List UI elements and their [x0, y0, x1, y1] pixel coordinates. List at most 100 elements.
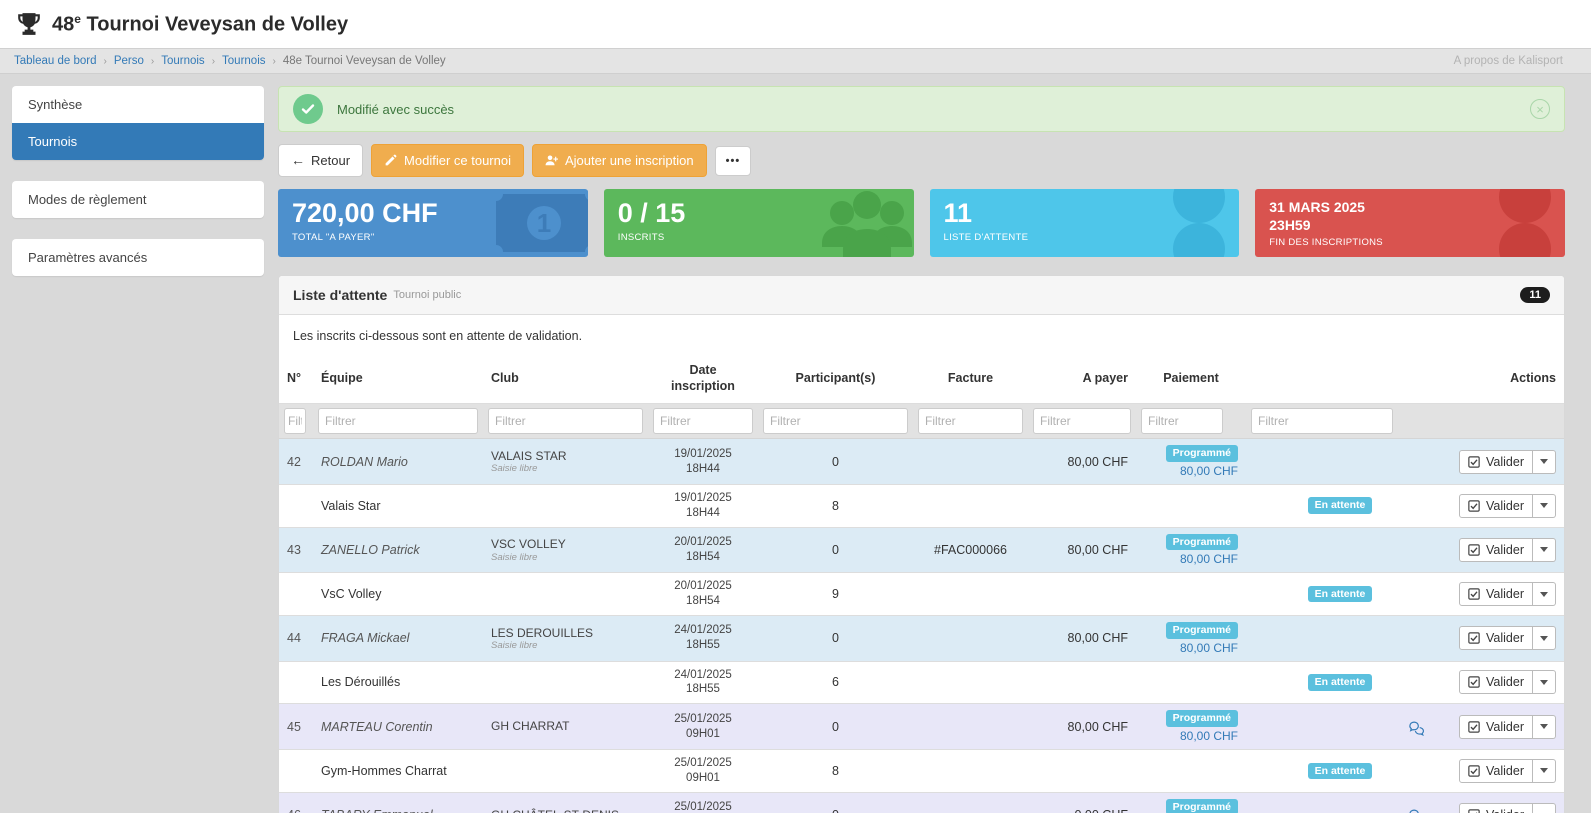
row-number: 46 [279, 792, 313, 813]
panel-info-text: Les inscrits ci-dessous sont en attente … [293, 329, 583, 343]
row-number: 43 [287, 542, 301, 557]
club-name: GH CHÂTEL-ST-DENIS [491, 808, 640, 813]
payment-amount: 80,00 CHF [1179, 552, 1238, 567]
row-a-payer: 80,00 CHF [1067, 631, 1128, 646]
header-a-payer: A payer [1028, 357, 1136, 405]
table-row: VsC Volley 20/01/2025 18H54 9 En attente [279, 572, 1564, 616]
table-row: 42 ROLDAN Mario VALAIS STAR Saisie libre… [279, 438, 1564, 485]
check-square-icon [1468, 588, 1480, 600]
row-paiement: Programmé 80,00 CHF [1136, 439, 1246, 485]
breadcrumb-link-tournois-2[interactable]: Tournois [222, 55, 266, 67]
header-facture: Facture [913, 357, 1028, 405]
header-club: Club [483, 357, 648, 405]
add-registration-button[interactable]: Ajouter une inscription [531, 144, 707, 177]
validate-button[interactable]: Valider [1459, 670, 1533, 695]
filter-row [279, 403, 1564, 440]
check-square-icon [1468, 809, 1480, 813]
validate-dropdown-toggle[interactable] [1533, 803, 1556, 813]
row-actions: Valider [1434, 616, 1564, 662]
stat-label: FIN DES INSCRIPTIONS [1269, 237, 1383, 249]
row-team-name: Valais Star [321, 498, 381, 513]
filter-participants-input[interactable] [763, 408, 908, 435]
row-participants: 0 [832, 454, 839, 469]
row-facture [913, 573, 1028, 616]
row-a-payer [1028, 573, 1136, 616]
row-a-payer: 80,00 CHF [1067, 454, 1128, 469]
breadcrumb-separator: › [272, 55, 276, 67]
row-facture [913, 439, 1028, 485]
about-kalisport-link[interactable]: A propos de Kalisport [1453, 55, 1563, 67]
row-number [279, 573, 313, 616]
validate-dropdown-toggle[interactable] [1533, 758, 1556, 783]
sidebar-item-parametres-avances[interactable]: Paramètres avancés [12, 239, 264, 276]
stat-cards: 720,00 CHF TOTAL "A PAYER" 1 0 / 15 INSC… [278, 189, 1565, 257]
panel-header: Liste d'attente Tournoi public 11 [279, 276, 1564, 315]
filter-equipe-input[interactable] [318, 408, 478, 435]
club-name: VALAIS STAR [491, 448, 567, 463]
validate-dropdown-toggle[interactable] [1533, 537, 1556, 562]
filter-a-payer-input[interactable] [1033, 408, 1131, 435]
validate-dropdown-toggle[interactable] [1533, 714, 1556, 739]
caret-down-icon [1540, 547, 1548, 553]
back-button[interactable]: ← Retour [278, 144, 364, 177]
validate-dropdown-toggle[interactable] [1533, 670, 1556, 695]
payment-scheduled-badge: Programmé [1165, 622, 1238, 639]
row-paiement: Programmé 80,00 CHF [1136, 792, 1246, 813]
club-entry-mode: Saisie libre [491, 551, 538, 563]
validate-dropdown-toggle[interactable] [1533, 493, 1556, 518]
validate-button[interactable]: Valider [1459, 758, 1533, 783]
validate-button[interactable]: Valider [1459, 537, 1533, 562]
validate-button[interactable]: Valider [1459, 714, 1533, 739]
check-square-icon [1468, 544, 1480, 556]
validate-dropdown-toggle[interactable] [1533, 582, 1556, 607]
filter-num-input[interactable] [284, 408, 306, 435]
row-actions: Valider [1434, 573, 1564, 616]
row-actions: Valider [1434, 661, 1564, 704]
validate-dropdown-toggle[interactable] [1533, 449, 1556, 474]
sidebar-item-synthese[interactable]: Synthèse [12, 86, 264, 123]
breadcrumb-link-perso[interactable]: Perso [113, 55, 144, 67]
close-icon[interactable]: × [1530, 99, 1550, 119]
sidebar: Synthèse Tournois Modes de règlement Par… [12, 86, 264, 813]
time: 18H44 [686, 462, 720, 475]
breadcrumb-link-dashboard[interactable]: Tableau de bord [14, 55, 97, 67]
validate-button[interactable]: Valider [1459, 626, 1533, 651]
alert-message: Modifié avec succès [337, 101, 455, 117]
filter-paiement-input[interactable] [1141, 408, 1223, 435]
row-status: En attente [1246, 484, 1434, 527]
club-entry-mode: Saisie libre [491, 463, 538, 475]
validate-button[interactable]: Valider [1459, 582, 1533, 607]
toolbar: ← Retour Modifier ce tournoi Ajouter une… [278, 144, 1565, 177]
sidebar-item-modes-reglement[interactable]: Modes de règlement [12, 181, 264, 218]
row-date-inscription: 25/01/2025 09H03 [648, 792, 758, 813]
row-a-payer: 0,00 CHF [1028, 792, 1136, 813]
edit-tournament-button[interactable]: Modifier ce tournoi [371, 144, 524, 177]
payment-scheduled-badge: Programmé [1165, 710, 1238, 727]
more-actions-button[interactable]: ••• [714, 145, 752, 176]
row-paiement: Programmé 80,00 CHF [1136, 527, 1246, 573]
comments-icon[interactable] [1409, 721, 1426, 736]
validate-label: Valider [1486, 587, 1524, 602]
breadcrumb-separator: › [103, 55, 107, 67]
header-actions: Actions [1434, 357, 1564, 405]
row-a-payer [1028, 661, 1136, 704]
stat-label: INSCRITS [617, 232, 665, 244]
breadcrumb-link-tournois[interactable]: Tournois [161, 55, 205, 67]
row-a-payer [1028, 749, 1136, 792]
row-team-name: FRAGA Mickael [321, 631, 410, 646]
comments-icon[interactable] [1409, 809, 1426, 813]
validate-button[interactable]: Valider [1459, 493, 1533, 518]
validate-button[interactable]: Valider [1459, 449, 1533, 474]
row-actions: Valider [1434, 527, 1564, 573]
filter-extra-input[interactable] [1251, 408, 1393, 435]
validate-dropdown-toggle[interactable] [1533, 626, 1556, 651]
filter-facture-input[interactable] [918, 408, 1023, 435]
caret-down-icon [1540, 679, 1548, 685]
stat-value-line1: 31 MARS 2025 [1269, 199, 1365, 215]
validate-label: Valider [1486, 542, 1524, 557]
filter-date-input[interactable] [653, 408, 753, 435]
sidebar-item-tournois[interactable]: Tournois [12, 123, 264, 160]
row-paiement [1136, 749, 1246, 792]
filter-club-input[interactable] [488, 408, 643, 435]
validate-button[interactable]: Valider [1459, 803, 1533, 813]
